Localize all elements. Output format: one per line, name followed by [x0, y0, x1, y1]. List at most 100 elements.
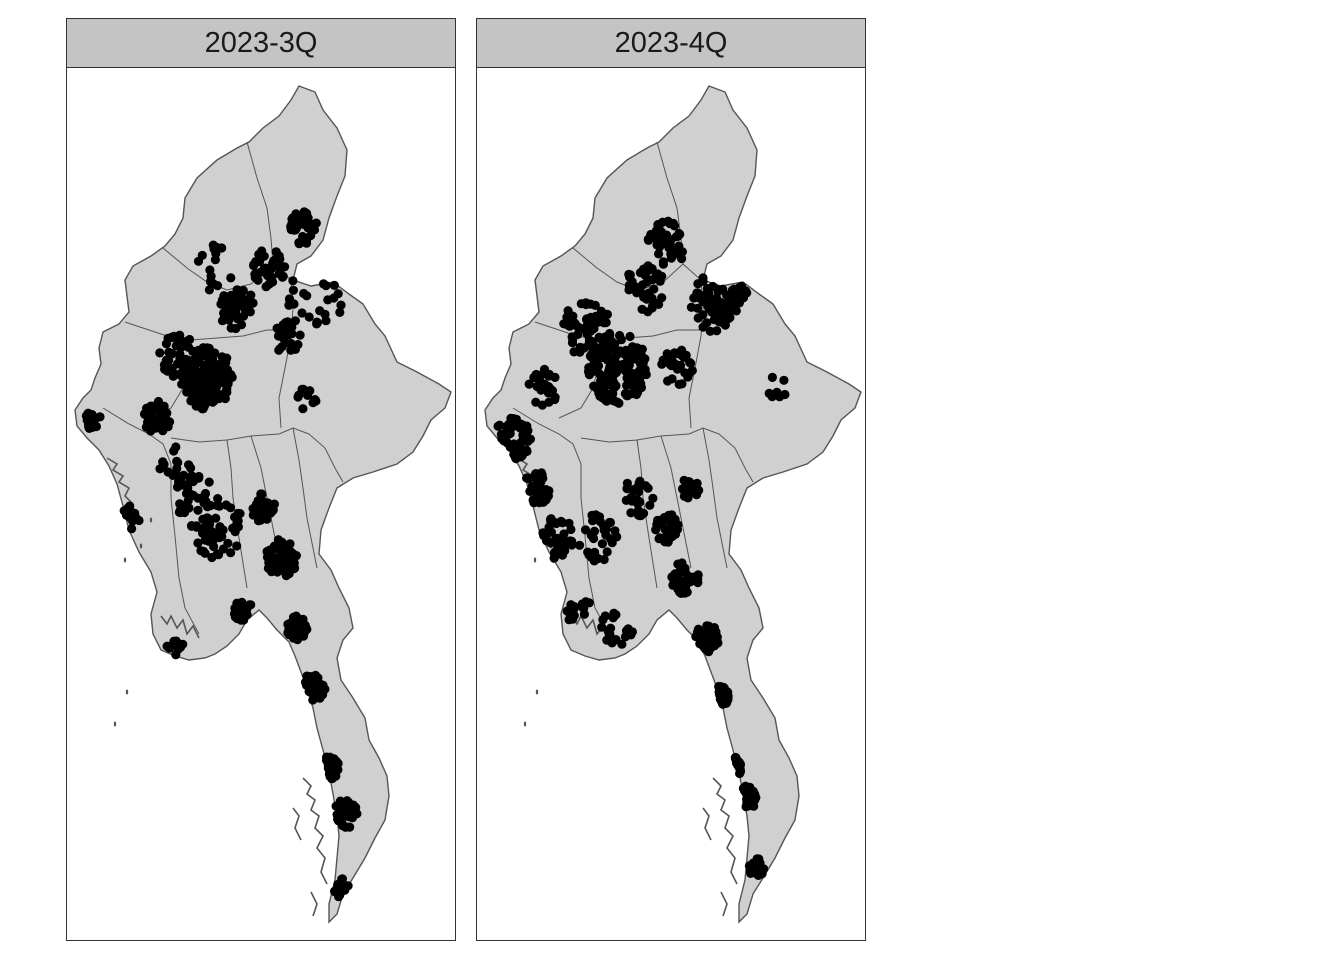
event-point [226, 273, 236, 283]
islet [533, 557, 537, 563]
event-point [179, 470, 189, 480]
event-point [208, 397, 218, 407]
event-point [286, 225, 296, 235]
event-point [624, 285, 634, 295]
event-point [718, 284, 728, 294]
event-point [653, 515, 663, 525]
event-point [567, 540, 577, 550]
event-point [670, 359, 680, 369]
event-point [230, 291, 240, 301]
event-point [245, 307, 255, 317]
event-point [187, 521, 197, 531]
event-point [626, 508, 636, 518]
event-point [630, 387, 640, 398]
event-point [86, 422, 96, 432]
event-point [594, 369, 604, 379]
event-point [250, 269, 260, 279]
event-point [248, 510, 258, 520]
event-point [536, 385, 546, 395]
event-point [598, 615, 608, 625]
coastline-islands [712, 777, 738, 885]
event-point [746, 868, 756, 879]
event-point [146, 401, 156, 411]
event-point [641, 481, 651, 491]
event-point [269, 261, 279, 271]
event-point [567, 332, 577, 342]
event-point [287, 329, 297, 339]
event-point [636, 383, 646, 393]
event-point [697, 640, 707, 650]
event-point [83, 408, 93, 418]
event-point [198, 546, 209, 556]
event-point [536, 496, 546, 506]
event-point [704, 647, 714, 657]
event-point [336, 300, 346, 310]
event-point [681, 350, 691, 361]
event-point [626, 492, 636, 502]
event-point [666, 513, 676, 523]
event-point [90, 414, 100, 425]
coastline-islands [310, 891, 318, 917]
event-point [212, 549, 222, 559]
event-point [538, 528, 548, 538]
event-point [582, 329, 592, 339]
event-point [221, 377, 231, 387]
event-point [200, 498, 210, 508]
event-point [144, 421, 154, 431]
event-point [680, 588, 690, 598]
event-point [584, 341, 594, 351]
event-point [329, 280, 339, 290]
event-point [256, 489, 266, 499]
event-point [189, 356, 199, 366]
event-point [267, 272, 277, 282]
event-point [674, 379, 684, 389]
coastline-islands [292, 807, 302, 841]
event-point [645, 500, 655, 510]
event-point [727, 285, 737, 295]
coastline-islands [160, 614, 200, 639]
event-point [702, 318, 712, 328]
event-point [205, 265, 215, 275]
event-point [692, 303, 703, 313]
event-point [155, 464, 165, 474]
event-point [229, 609, 240, 619]
event-point [166, 332, 176, 343]
event-point [325, 752, 335, 762]
event-point [682, 478, 692, 489]
event-point [171, 442, 181, 452]
myanmar-map [74, 85, 452, 924]
event-point [531, 397, 541, 407]
event-point [602, 309, 612, 319]
event-point [689, 293, 699, 303]
event-point [519, 448, 529, 458]
event-point [673, 520, 683, 530]
event-point [495, 420, 505, 430]
event-point [591, 510, 601, 520]
event-point [660, 524, 670, 534]
event-point [293, 392, 303, 402]
event-point [585, 351, 595, 361]
event-point [263, 563, 273, 573]
event-point [622, 478, 632, 488]
event-point [220, 394, 230, 404]
event-point [221, 500, 231, 510]
event-point [611, 397, 621, 407]
event-point [204, 518, 214, 528]
event-point [295, 330, 305, 340]
event-point [584, 598, 594, 608]
region-border [512, 407, 610, 635]
region-border [102, 407, 200, 635]
event-point [187, 471, 197, 481]
event-point [673, 574, 683, 584]
event-point [648, 493, 658, 503]
event-point [651, 298, 662, 308]
event-point [545, 514, 556, 525]
islet [113, 721, 117, 727]
event-point [575, 347, 585, 357]
event-point [320, 309, 330, 319]
event-point [294, 219, 304, 229]
event-point [297, 308, 307, 318]
event-point [177, 379, 187, 389]
event-point [658, 259, 668, 269]
event-point [593, 351, 603, 361]
